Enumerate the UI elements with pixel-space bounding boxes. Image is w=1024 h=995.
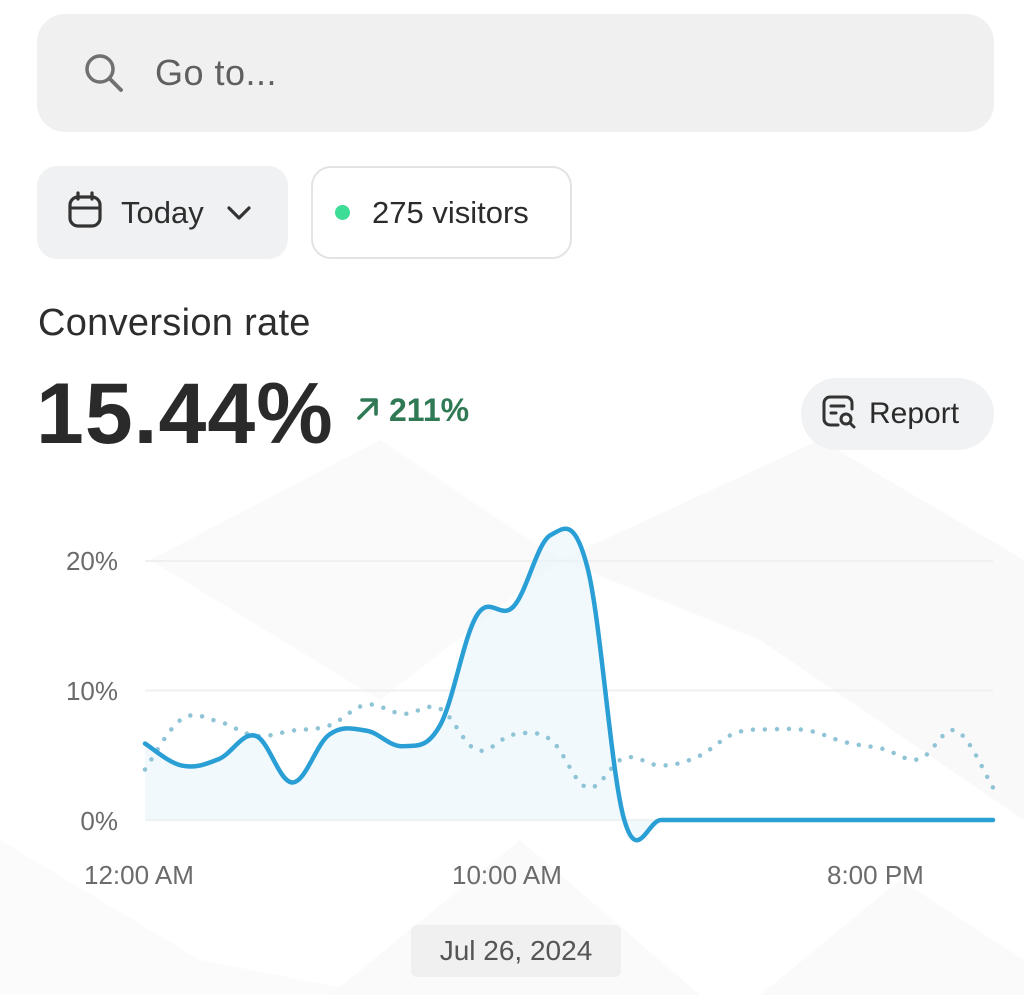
report-button-label: Report xyxy=(869,397,960,430)
x-tick-10am: 10:00 AM xyxy=(452,860,562,890)
metric-change-badge: 211% xyxy=(353,392,469,429)
arrow-up-right-icon xyxy=(353,393,383,428)
date-label-text: Jul 26, 2024 xyxy=(439,935,593,966)
x-tick-8pm: 8:00 PM xyxy=(827,860,924,890)
metric-title: Conversion rate xyxy=(38,302,311,344)
metric-value: 15.44% xyxy=(36,366,334,462)
search-placeholder: Go to... xyxy=(155,52,278,93)
calendar-icon xyxy=(67,191,103,234)
date-range-dropdown[interactable]: Today xyxy=(37,166,288,259)
area-fill xyxy=(145,528,993,841)
metric-change-value: 211% xyxy=(389,392,470,428)
chevron-down-icon xyxy=(226,205,252,221)
y-tick-10: 10% xyxy=(65,676,118,706)
report-button[interactable]: Report xyxy=(801,378,994,450)
live-status-dot xyxy=(335,205,350,220)
y-tick-0: 0% xyxy=(80,806,118,836)
x-tick-12am: 12:00 AM xyxy=(84,860,194,890)
conversion-rate-chart: 20% 10% 0% xyxy=(0,500,1024,860)
date-range-label: Today xyxy=(121,194,204,230)
search-bar[interactable]: Go to... xyxy=(37,14,994,132)
visitors-count: 275 visitors xyxy=(372,194,529,230)
date-label: Jul 26, 2024 xyxy=(411,925,621,977)
live-visitors-badge[interactable]: 275 visitors xyxy=(311,166,572,259)
y-tick-20: 20% xyxy=(65,546,118,576)
search-icon xyxy=(81,50,127,96)
chart-plot-area[interactable] xyxy=(0,500,1024,860)
report-search-icon xyxy=(821,394,857,435)
